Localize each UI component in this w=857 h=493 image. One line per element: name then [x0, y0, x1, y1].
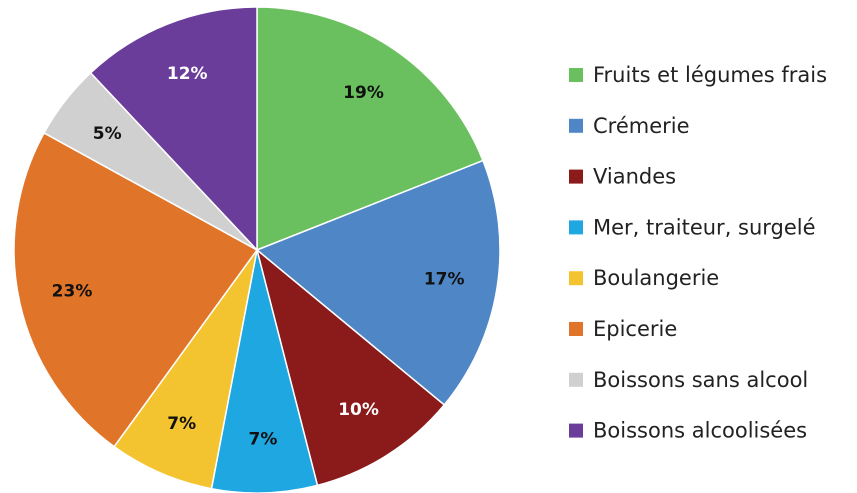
legend-label: Mer, traiteur, surgelé	[593, 215, 816, 239]
legend-swatch	[569, 322, 583, 336]
legend-label: Crémerie	[593, 114, 690, 138]
legend-swatch	[569, 372, 583, 387]
pie-slice	[256, 6, 484, 252]
legend-swatch	[569, 169, 583, 184]
data-label: 12%	[167, 64, 208, 84]
data-label: 17%	[424, 270, 465, 290]
data-label: 23%	[52, 281, 93, 301]
data-label: 5%	[93, 124, 122, 144]
legend-label: Fruits et légumes frais	[593, 63, 827, 87]
legend-swatch	[569, 271, 583, 286]
data-label: 7%	[167, 414, 196, 434]
pie-slice	[13, 131, 259, 448]
legend-swatch	[569, 68, 583, 82]
data-label: 19%	[343, 83, 384, 103]
legend-label: Epicerie	[593, 317, 677, 341]
legend-label: Boissons sans alcool	[593, 368, 808, 392]
legend-label: Boulangerie	[593, 266, 719, 290]
data-label: 10%	[338, 400, 379, 420]
legend-swatch	[569, 423, 583, 438]
legend-swatch	[569, 220, 583, 235]
data-label: 7%	[249, 429, 278, 449]
pie-slice	[89, 6, 258, 252]
legend-swatch	[569, 118, 583, 133]
legend-label: Boissons alcoolisées	[593, 419, 807, 443]
legend-label: Viandes	[593, 165, 676, 189]
pie-slice	[113, 249, 258, 490]
pie-slice	[255, 159, 501, 406]
pie-slice	[255, 247, 446, 487]
